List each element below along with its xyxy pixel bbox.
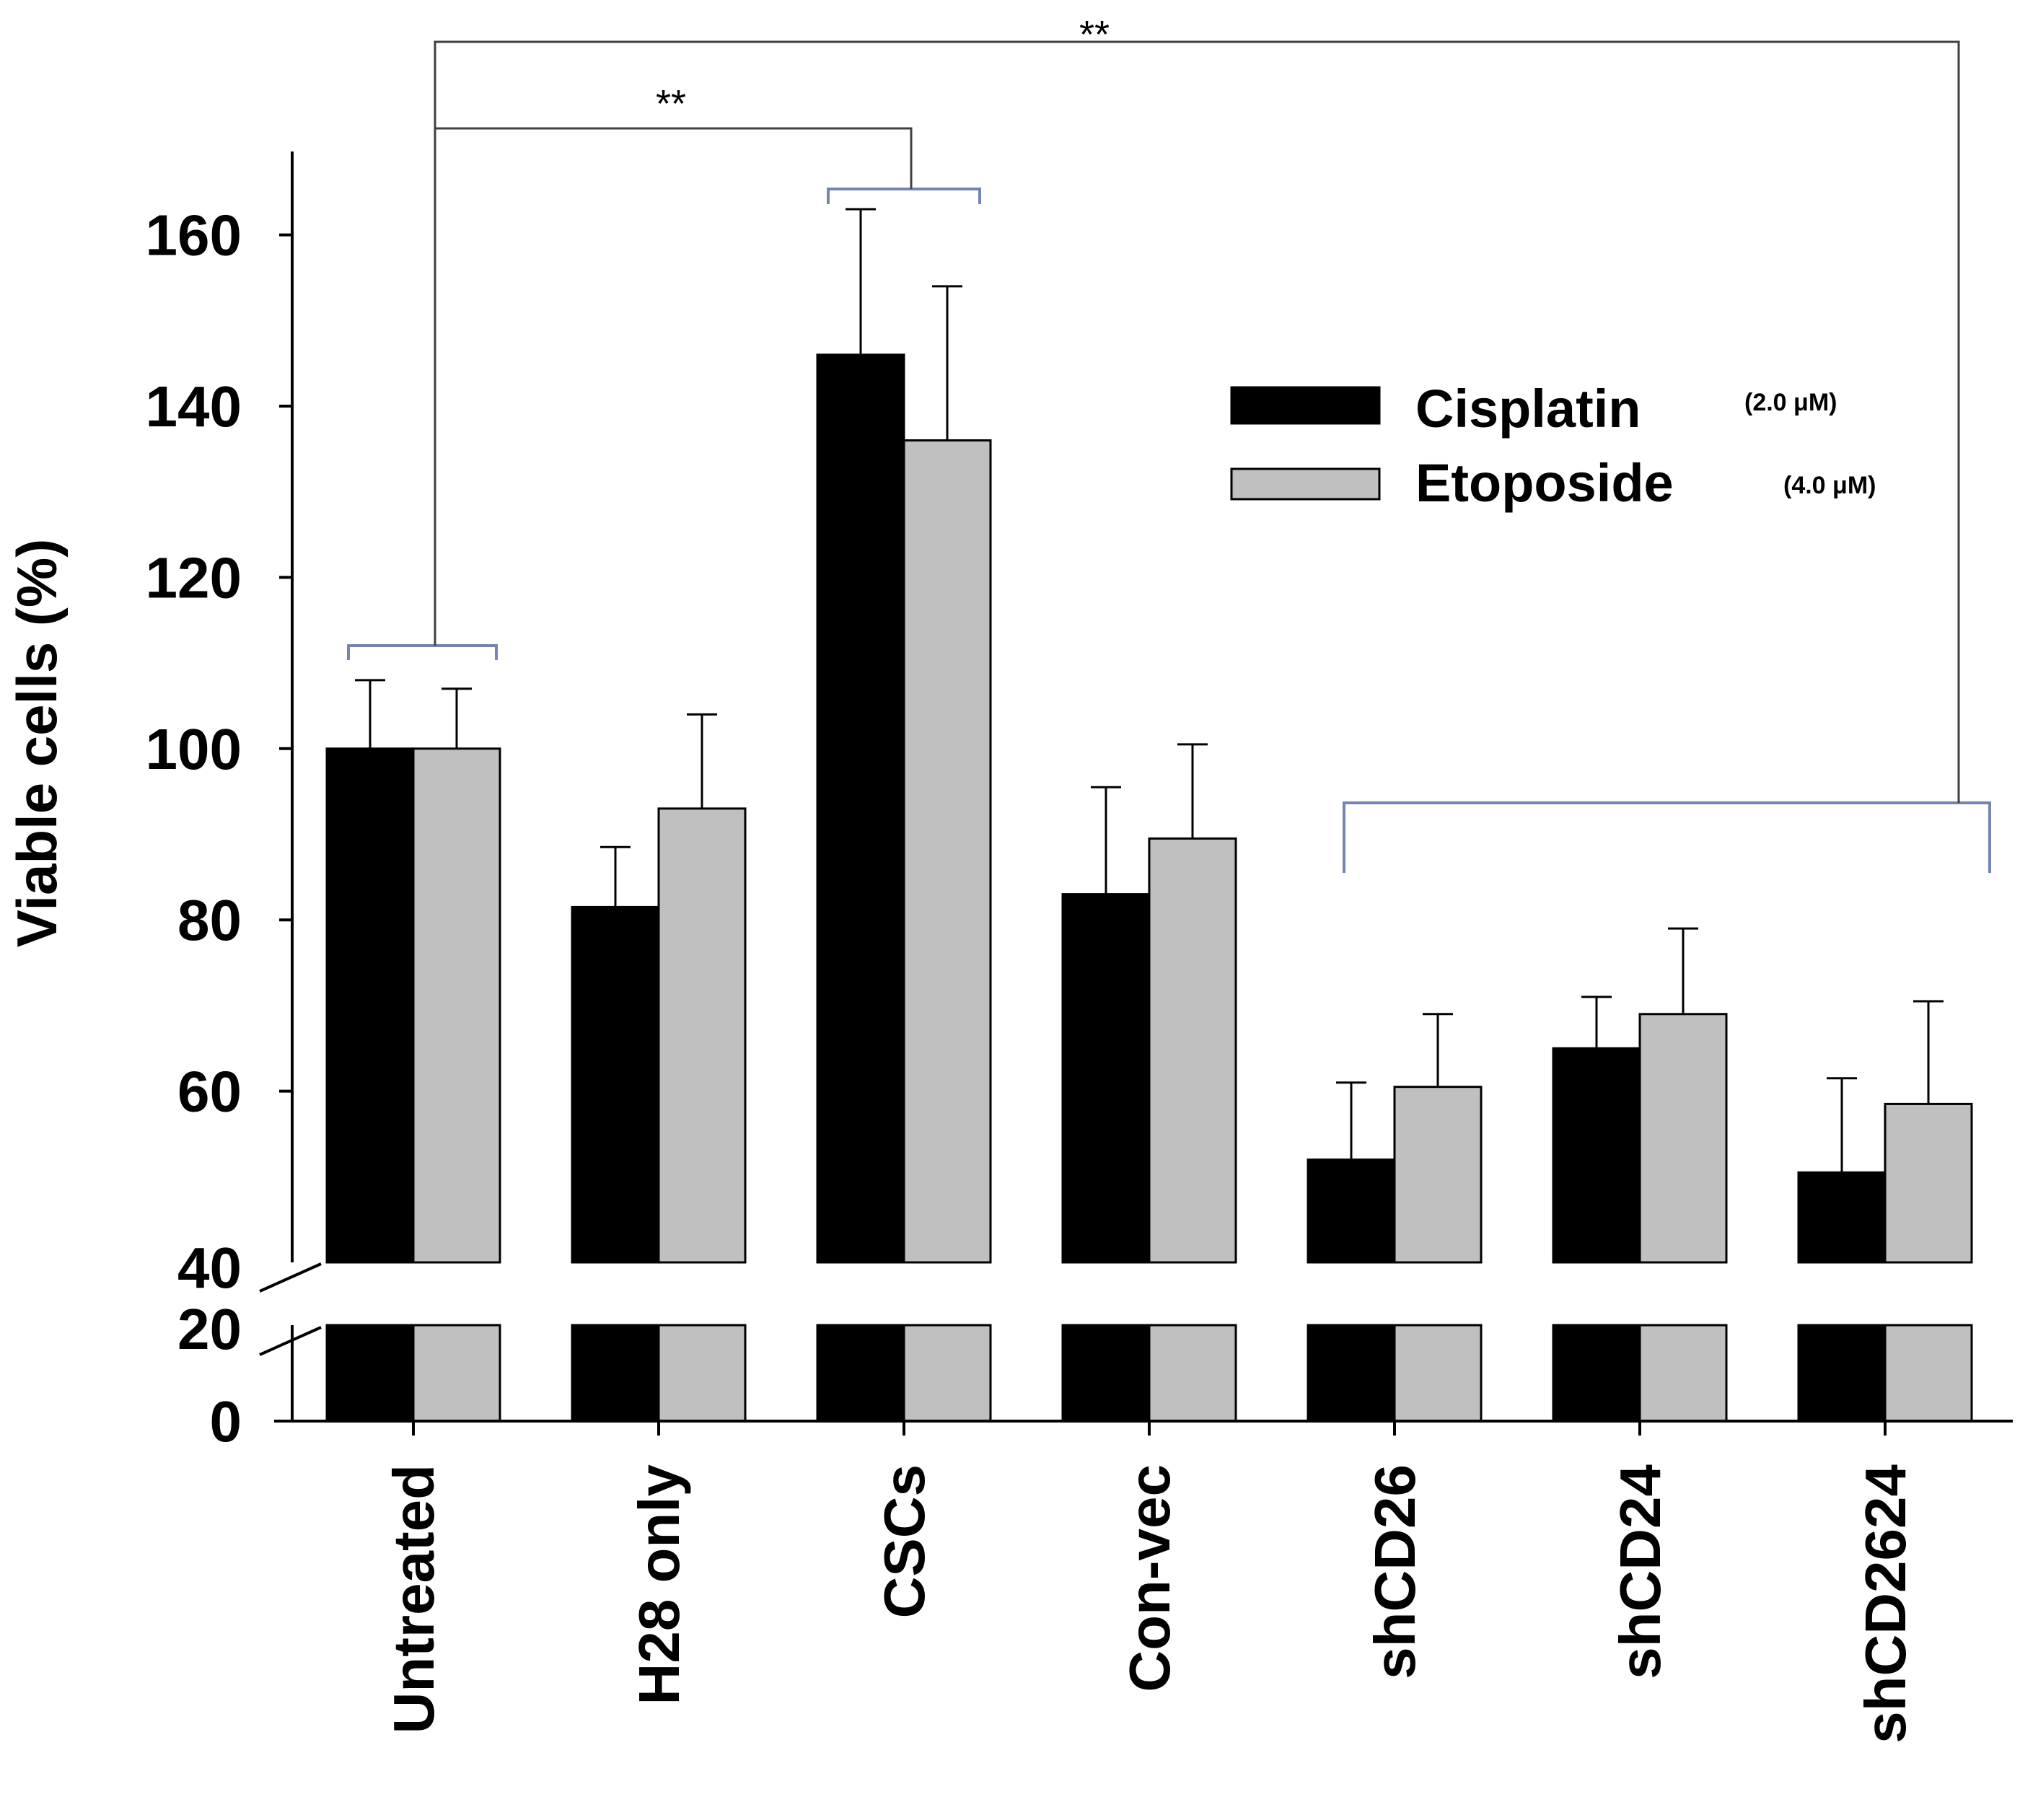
bar-lower-etoposide-cscs <box>903 1324 992 1423</box>
sig-line-untreated-cscs <box>434 127 913 646</box>
x-tick-label-shcd24: shCD24 <box>1608 1464 1672 1679</box>
y-tick-label-120: 120 <box>146 545 242 610</box>
bar-cisplatin-h28-only <box>571 905 660 1264</box>
legend: Cisplatin (2.0 μM) Etoposide (4.0 μM) <box>1230 379 1876 513</box>
bar-lower-etoposide-shcd26 <box>1393 1324 1483 1423</box>
x-tick-label-untreated: Untreated <box>382 1464 446 1733</box>
bar-lower-cisplatin-untreated <box>325 1324 415 1423</box>
legend-swatch-etoposide <box>1230 467 1381 501</box>
bar-etoposide-shcd26 <box>1393 1086 1483 1264</box>
x-tick-label-con-vec: Con-vec <box>1117 1464 1182 1692</box>
y-tick-label-20: 20 <box>177 1297 242 1361</box>
bracket-untreated <box>347 644 498 660</box>
bracket-cscs <box>827 188 981 204</box>
bar-etoposide-shcd2624 <box>1884 1102 1973 1264</box>
legend-note-cisplatin: (2.0 μM) <box>1744 389 1837 416</box>
bar-lower-cisplatin-shcd2624 <box>1797 1324 1887 1423</box>
bar-cisplatin-shcd26 <box>1307 1159 1396 1264</box>
bar-lower-etoposide-shcd24 <box>1638 1324 1728 1423</box>
x-tick-label-shcd26: shCD26 <box>1363 1464 1427 1679</box>
legend-label-cisplatin: Cisplatin <box>1415 379 1641 439</box>
legend-note-etoposide: (4.0 μM) <box>1783 472 1876 499</box>
bar-lower-etoposide-con-vec <box>1148 1324 1237 1423</box>
y-tick-label-140: 140 <box>146 374 242 439</box>
legend-swatch-cisplatin <box>1230 386 1381 425</box>
sig-line-untreated-shcd <box>434 40 1960 803</box>
axis-break-mark-bottom <box>259 1326 322 1356</box>
bar-lower-cisplatin-h28-only <box>571 1324 660 1423</box>
bar-lower-cisplatin-cscs <box>816 1324 905 1423</box>
bar-lower-etoposide-untreated <box>412 1324 501 1423</box>
bar-etoposide-cscs <box>903 439 992 1264</box>
y-tick-label-80: 80 <box>177 888 242 952</box>
y-tick-label-0: 0 <box>210 1389 242 1454</box>
x-tick-label-h28-only: H28 only <box>627 1464 691 1705</box>
axis-break-mark-top <box>259 1262 322 1293</box>
bar-cisplatin-shcd2624 <box>1797 1171 1887 1264</box>
bar-etoposide-h28-only <box>657 807 747 1264</box>
bar-lower-cisplatin-con-vec <box>1061 1324 1151 1423</box>
bar-cisplatin-con-vec <box>1061 893 1151 1264</box>
bracket-shcd-group <box>1343 801 1991 873</box>
bar-etoposide-untreated <box>412 747 501 1264</box>
bar-cisplatin-untreated <box>325 747 415 1264</box>
x-tick-label-cscs: CSCs <box>872 1464 936 1618</box>
sig-label-cscs: ** <box>656 82 686 126</box>
y-tick-label-40: 40 <box>177 1236 242 1300</box>
bar-cisplatin-cscs <box>816 353 905 1264</box>
y-tick-label-60: 60 <box>177 1060 242 1124</box>
bar-lower-cisplatin-shcd24 <box>1552 1324 1641 1423</box>
y-tick-label-100: 100 <box>146 717 242 781</box>
bar-lower-etoposide-h28-only <box>657 1324 747 1423</box>
y-axis-label: Viable cells (%) <box>5 539 69 948</box>
bar-lower-etoposide-shcd2624 <box>1884 1324 1973 1423</box>
bar-lower-cisplatin-shcd26 <box>1307 1324 1396 1423</box>
x-tick-label-shcd2624: shCD2624 <box>1853 1464 1918 1743</box>
y-tick-label-160: 160 <box>146 203 242 268</box>
bar-etoposide-con-vec <box>1148 837 1237 1264</box>
significance-brackets: ** ** <box>347 13 1991 873</box>
sig-label-shcd: ** <box>1079 13 1110 56</box>
legend-label-etoposide: Etoposide <box>1415 453 1674 513</box>
bar-cisplatin-shcd24 <box>1552 1047 1641 1264</box>
bar-etoposide-shcd24 <box>1638 1013 1728 1264</box>
bars <box>325 208 1973 1423</box>
